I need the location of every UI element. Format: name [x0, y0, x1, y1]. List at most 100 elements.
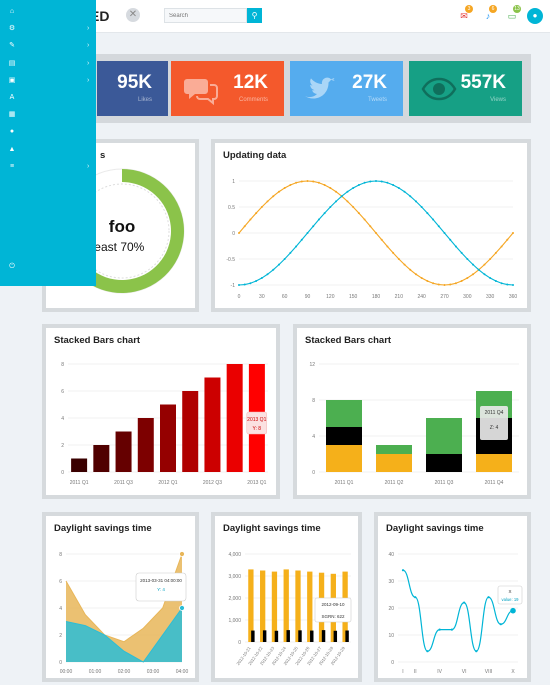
stacked-bars-chart-1: 0 2 4 6 8 2011 Q1 2011 Q3 2012 Q1 2012 Q3 2013 Q1… [61, 362, 268, 486]
data-point [369, 225, 372, 228]
data-point [475, 650, 478, 653]
sidebar-toggle-button[interactable]: ✕ [126, 8, 140, 22]
search-button[interactable]: ⚲ [247, 8, 262, 23]
bar-segment [426, 454, 462, 472]
x-tick-label: IV [437, 669, 442, 675]
search-icon: ⚲ [251, 11, 258, 20]
tooltip-box [314, 597, 352, 623]
eye-icon [421, 77, 457, 101]
sidebar-item[interactable]: A [0, 90, 96, 107]
stacked-bars-title-2: Stacked Bars chart [305, 335, 392, 346]
sidebar-item[interactable]: ▲ [0, 142, 96, 159]
bar [286, 630, 290, 642]
data-point [323, 183, 326, 186]
data-point [437, 225, 440, 228]
tooltip-box [135, 572, 187, 602]
x-tick-label: 2011 Q1 [70, 480, 89, 486]
stacked-bars-chart-2: 0 4 8 12 2011 Q1 2011 Q2 2011 Q3 2011 Q4 2011 Q4… [309, 362, 519, 486]
data-point [386, 245, 389, 248]
y-tick-label: 8 [59, 552, 62, 558]
x-tick-label: VIII [485, 669, 493, 675]
data-point [238, 284, 240, 286]
data-point [386, 181, 389, 184]
data-point [401, 569, 405, 572]
data-point [289, 183, 292, 186]
table-icon: ▦ [8, 111, 16, 119]
y-tick-label: 2 [59, 633, 62, 639]
data-point [489, 258, 492, 260]
y-tick-label: 0 [59, 660, 62, 666]
x-tick-label: 01:00 [89, 669, 102, 675]
sidebar-item[interactable]: ▣ › [0, 73, 96, 90]
data-point [357, 183, 360, 186]
stacked-bars-panel-2: Stacked Bars chart 0 4 8 12 2011 Q1 2011 Q2 20… [293, 324, 531, 499]
bar [271, 571, 278, 642]
dst-title-3: Daylight savings time [386, 523, 484, 534]
sidebar-item[interactable]: ✎ › [0, 38, 96, 55]
y-tick-label: 0 [391, 660, 394, 666]
likes-card: 95K Likes [97, 61, 168, 116]
search-input[interactable] [164, 8, 247, 23]
x-tick-label: 00:00 [60, 669, 73, 675]
data-point [483, 263, 486, 266]
sidebar-item[interactable]: ≡ › [0, 159, 96, 176]
bar [333, 630, 338, 642]
sidebar-item[interactable]: ⚙ › [0, 21, 96, 38]
bell-icon[interactable]: ♪ 6 [481, 5, 497, 22]
x-tick-label: X [511, 669, 515, 675]
data-point [323, 212, 326, 215]
sidebar-item[interactable]: ⌂ [0, 4, 96, 21]
bar [71, 458, 88, 472]
tooltip-text: SGRN: 622 [321, 614, 345, 619]
sidebar-item[interactable]: ● [0, 124, 96, 141]
dst-panel-3: Daylight savings time 0 10 20 30 40 I II IV VI VI… [374, 512, 531, 682]
donut-center-sublabel: least 70% [92, 240, 145, 254]
sidebar-item[interactable]: ▤ › [0, 56, 96, 73]
data-point [375, 180, 377, 182]
data-point [243, 283, 246, 286]
data-point [306, 180, 309, 182]
x-tick-label: 210 [395, 294, 404, 300]
tooltip-box [246, 411, 268, 435]
data-point [312, 225, 315, 228]
views-label: Views [490, 97, 506, 103]
sidebar-item-logout[interactable]: ⏻ [0, 259, 96, 276]
data-point [260, 206, 263, 208]
data-point [295, 245, 298, 248]
data-point [255, 212, 258, 215]
y-tick-label: 0 [238, 640, 241, 646]
series-line [65, 553, 183, 643]
data-point [346, 190, 349, 193]
y-tick-label: 0.5 [228, 205, 235, 211]
data-point [454, 245, 457, 248]
data-point [454, 282, 457, 285]
bar [295, 570, 301, 642]
data-point [295, 181, 298, 184]
bar [226, 364, 243, 472]
x-tick-label: 2011 Q3 [114, 480, 133, 486]
data-point [306, 232, 309, 234]
x-tick-label: 03:00 [147, 669, 160, 675]
tooltip-box [497, 585, 523, 605]
data-point [426, 280, 429, 283]
data-point [340, 195, 343, 198]
comments-value: 12K [233, 72, 268, 93]
tooltip-text: Y: 4 [157, 587, 165, 592]
bar-segment [326, 427, 362, 445]
envelope-icon[interactable]: ✉ 3 [457, 5, 473, 22]
sidebar-item[interactable]: ▦ [0, 107, 96, 124]
chat-icon[interactable]: ▭ 13 [507, 5, 521, 21]
dst-panel-2: Daylight savings time 0 1,000 2,000 3,000 4,… [211, 512, 362, 682]
x-tick-label: 30 [259, 294, 265, 300]
data-point [443, 284, 446, 286]
x-tick-label: 2011 Q3 [435, 480, 454, 486]
bar [298, 630, 302, 642]
views-card: 557K Views [409, 61, 522, 116]
tooltip-title: 2012-09-10 [321, 602, 345, 607]
bar [307, 571, 313, 642]
data-point [450, 628, 453, 631]
user-avatar[interactable]: ● [527, 8, 543, 24]
image-icon: ▣ [8, 76, 16, 84]
bar [251, 630, 255, 642]
data-point [283, 186, 286, 189]
